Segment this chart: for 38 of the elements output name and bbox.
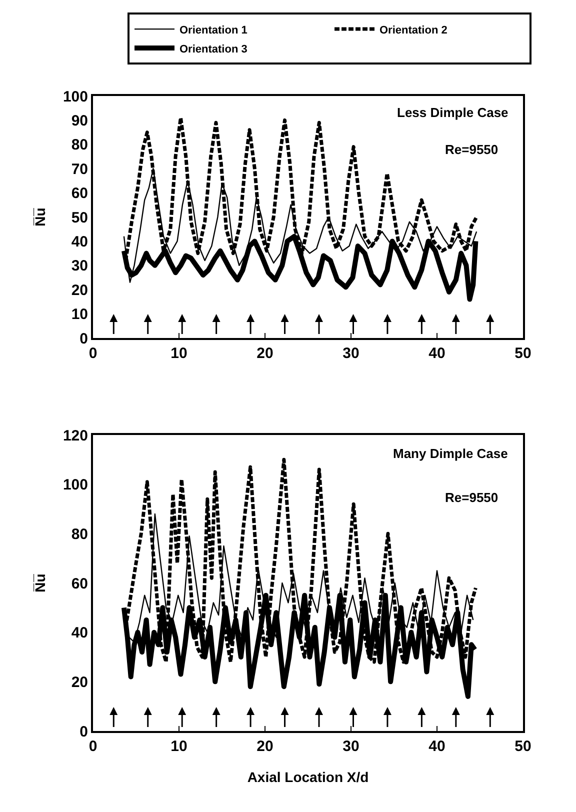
y-tick-label: 0 <box>80 330 88 348</box>
y-tick-label: 120 <box>62 427 88 444</box>
y-tick-label: 40 <box>71 624 88 642</box>
y-axis-title: N̅u̅ <box>32 208 48 226</box>
y-tick-label: 50 <box>71 209 88 226</box>
y-tick-label: 0 <box>80 723 88 740</box>
x-axis-title: Axial Location X/d <box>247 768 369 785</box>
x-tick-label: 30 <box>342 738 360 755</box>
y-tick-label: 80 <box>71 136 88 154</box>
legend-label: Orientation 3 <box>180 43 248 56</box>
y-tick-label: 20 <box>71 282 88 299</box>
x-tick-label: 20 <box>256 738 274 755</box>
legend-label: Orientation 2 <box>380 24 448 36</box>
y-tick-label: 10 <box>71 306 88 324</box>
y-tick-label: 40 <box>71 233 88 250</box>
y-tick-label: 90 <box>71 112 88 130</box>
x-tick-label: 40 <box>428 345 446 362</box>
y-tick-label: 70 <box>71 160 88 178</box>
x-tick-label: 20 <box>256 345 274 362</box>
annotation: Re=9550 <box>445 142 498 157</box>
y-tick-label: 60 <box>71 185 88 202</box>
y-tick-label: 100 <box>62 476 88 494</box>
y-tick-label: 30 <box>71 258 88 275</box>
y-tick-label: 100 <box>62 88 88 106</box>
y-tick-label: 80 <box>71 526 88 543</box>
annotation: Many Dimple Case <box>393 446 508 461</box>
x-tick-label: 30 <box>342 345 360 362</box>
x-tick-label: 10 <box>170 345 188 362</box>
y-tick-label: 20 <box>71 674 88 691</box>
y-axis-title: N̅u̅ <box>32 574 48 592</box>
y-tick-label: 60 <box>71 575 88 592</box>
legend-label: Orientation 1 <box>180 24 248 36</box>
x-tick-label: 40 <box>428 738 446 755</box>
x-tick-label: 50 <box>514 345 532 362</box>
x-tick-label: 50 <box>514 738 532 755</box>
annotation: Re=9550 <box>445 490 498 505</box>
annotation: Less Dimple Case <box>397 105 508 120</box>
x-tick-label: 10 <box>170 738 188 755</box>
